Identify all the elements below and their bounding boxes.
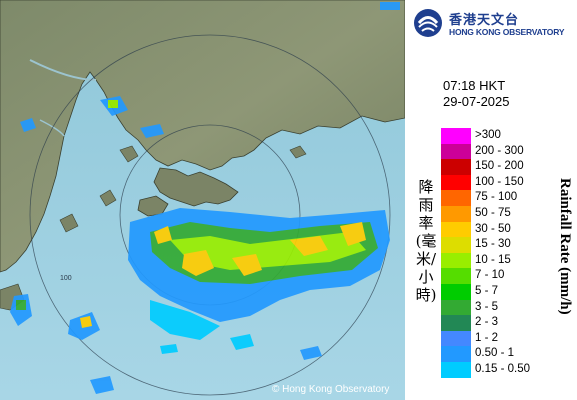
legend-swatch — [441, 315, 471, 331]
legend-title-zh: 降雨率(毫米/小時) — [415, 178, 437, 304]
range-ring-outer — [29, 34, 391, 396]
timestamp-time: 07:18 HKT — [443, 78, 506, 93]
legend-swatch — [441, 330, 471, 347]
hko-logo: 香港天文台 HONG KONG OBSERVATORY — [413, 6, 577, 42]
legend-swatch — [441, 174, 471, 191]
mainland-area — [0, 0, 405, 273]
legend-label: 30 - 50 — [475, 222, 511, 235]
rain-echoes — [10, 2, 400, 394]
legend-swatch — [441, 237, 471, 253]
legend-swatch — [441, 221, 471, 238]
legend-swatch — [441, 252, 471, 269]
legend-label: 5 - 7 — [475, 284, 499, 297]
radar-map[interactable]: 100 © Hong Kong Observator — [0, 0, 405, 400]
legend-swatch — [441, 268, 471, 284]
legend-label: 0.15 - 0.50 — [475, 362, 530, 375]
range-label: 100 — [60, 275, 72, 282]
legend-label: 50 - 75 — [475, 206, 511, 219]
legend-swatch — [441, 159, 471, 175]
legend-title-en-wrap: Rainfall Rate (mm/h) — [555, 178, 575, 358]
legend-label: 1 - 2 — [475, 331, 499, 344]
legend-swatch — [441, 346, 471, 362]
hong-kong-land — [153, 167, 239, 207]
legend-label: 7 - 10 — [475, 269, 505, 282]
legend-swatch — [441, 283, 471, 300]
legend-label: 15 - 30 — [475, 238, 511, 251]
logo-name-zh: 香港天文台 — [449, 13, 520, 28]
legend-label: >300 — [475, 129, 501, 141]
legend-swatch — [441, 299, 471, 316]
hko-logo-icon — [414, 9, 442, 37]
legend-title-en: Rainfall Rate (mm/h) — [557, 178, 573, 315]
legend-swatch — [441, 205, 471, 222]
timestamp-date: 29-07-2025 — [443, 94, 510, 109]
radar-map-canvas: 100 — [0, 0, 405, 400]
legend-label: 75 - 100 — [475, 191, 518, 204]
legend-swatch — [441, 143, 471, 160]
legend-swatch — [441, 128, 471, 144]
info-panel: 香港天文台 HONG KONG OBSERVATORY 07:18 HKT 29… — [405, 0, 577, 400]
legend-label: 100 - 150 — [475, 175, 524, 188]
legend-label: 10 - 15 — [475, 253, 511, 266]
legend-label: 200 - 300 — [475, 144, 524, 157]
legend-swatch — [441, 190, 471, 206]
legend-swatch — [441, 361, 471, 378]
legend-label: 150 - 200 — [475, 160, 524, 173]
logo-name-en: HONG KONG OBSERVATORY — [449, 27, 565, 37]
legend-label: 2 - 3 — [475, 316, 499, 329]
copyright-text: © Hong Kong Observatory — [272, 384, 390, 395]
legend-label: 0.50 - 1 — [475, 347, 514, 360]
legend-label: 3 - 5 — [475, 300, 499, 313]
